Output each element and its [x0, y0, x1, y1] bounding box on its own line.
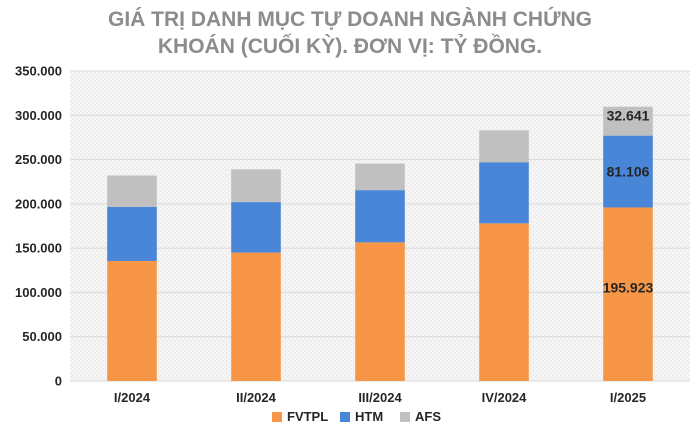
y-tick-label: 350.000	[15, 64, 62, 79]
bar-htm-ii-2024	[231, 202, 281, 253]
legend: FVTPL HTM AFS	[272, 409, 441, 424]
y-tick-label: 0	[55, 374, 62, 389]
legend-swatch-htm	[340, 412, 350, 422]
legend-swatch-afs	[400, 412, 410, 422]
bar-htm-i-2025	[603, 135, 653, 208]
y-tick-label: 100.000	[15, 285, 62, 300]
bar-afs-iv-2024	[479, 130, 529, 163]
y-tick-label: 250.000	[15, 152, 62, 167]
chart-title-line-2: KHOÁN (CUỐI KỲ). ĐƠN VỊ: TỶ ĐỒNG.	[158, 34, 542, 58]
legend-label-fvtpl: FVTPL	[287, 409, 328, 424]
x-tick-label: I/2025	[610, 390, 646, 405]
bar-htm-iv-2024	[479, 162, 529, 224]
bar-fvtpl-ii-2024	[231, 252, 281, 381]
bar-fvtpl-i-2025	[603, 207, 653, 381]
bar-fvtpl-iii-2024	[355, 242, 405, 381]
data-label-fvtpl: 195.923	[603, 279, 654, 295]
bar-afs-i-2024	[107, 175, 157, 207]
y-tick-label: 50.000	[22, 329, 62, 344]
data-label-htm: 81.106	[607, 164, 650, 180]
x-tick-label: III/2024	[358, 390, 402, 405]
bar-afs-ii-2024	[231, 169, 281, 203]
legend-swatch-fvtpl	[272, 412, 282, 422]
chart-title-line-1: GIÁ TRỊ DANH MỤC TỰ DOANH NGÀNH CHỨNG	[108, 7, 592, 31]
x-tick-label: IV/2024	[482, 390, 528, 405]
bar-afs-i-2025	[603, 106, 653, 136]
data-label-afs: 32.641	[607, 108, 650, 124]
bar-fvtpl-i-2024	[107, 260, 157, 381]
y-tick-label: 150.000	[15, 241, 62, 256]
legend-label-htm: HTM	[355, 409, 383, 424]
legend-label-afs: AFS	[415, 409, 441, 424]
plot-area: 0 50.000 100.000 150.000 200.000 250.000 300.0…	[15, 64, 690, 405]
bar-htm-i-2024	[107, 206, 157, 261]
y-tick-label: 200.000	[15, 196, 62, 211]
x-tick-label: I/2024	[114, 390, 151, 405]
bar-htm-iii-2024	[355, 190, 405, 243]
y-tick-label: 300.000	[15, 108, 62, 123]
x-tick-label: II/2024	[236, 390, 277, 405]
bar-fvtpl-iv-2024	[479, 223, 529, 381]
bar-afs-iii-2024	[355, 163, 405, 191]
